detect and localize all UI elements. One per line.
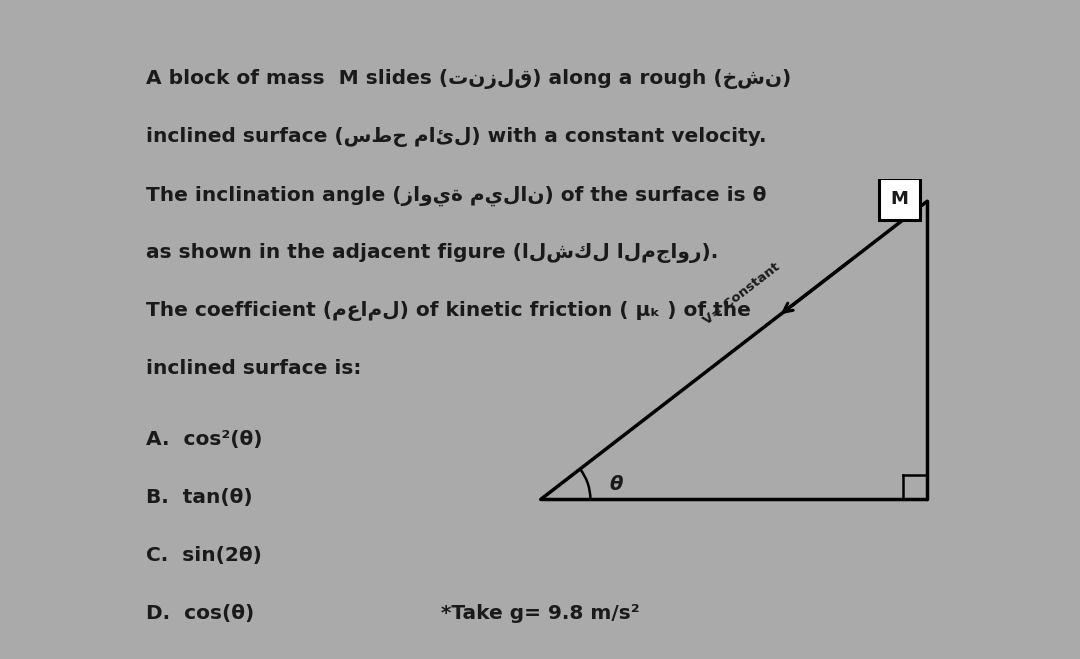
Text: inclined surface (سطح مائل) with a constant velocity.: inclined surface (سطح مائل) with a const…	[146, 127, 767, 147]
Text: The inclination angle (زاوية ميلان) of the surface is θ: The inclination angle (زاوية ميلان) of t…	[146, 185, 766, 206]
Text: inclined surface is:: inclined surface is:	[146, 359, 361, 378]
Text: V= Constant: V= Constant	[701, 260, 783, 328]
Text: D.  cos(θ): D. cos(θ)	[146, 604, 254, 623]
Text: as shown in the adjacent figure (الشكل المجاور).: as shown in the adjacent figure (الشكل ا…	[146, 243, 718, 263]
Text: *Take g= 9.8 m/s²: *Take g= 9.8 m/s²	[441, 604, 639, 623]
Text: A.  cos²(θ): A. cos²(θ)	[146, 430, 262, 449]
FancyBboxPatch shape	[878, 178, 920, 220]
Text: A block of mass  M slides (تنزلق) along a rough (خشن): A block of mass M slides (تنزلق) along a…	[146, 69, 791, 89]
Text: θ: θ	[609, 475, 622, 494]
Text: C.  sin(2θ): C. sin(2θ)	[146, 546, 261, 565]
Text: M: M	[891, 190, 908, 208]
Text: B.  tan(θ): B. tan(θ)	[146, 488, 253, 507]
Text: The coefficient (معامل) of kinetic friction ( μₖ ) of the: The coefficient (معامل) of kinetic frict…	[146, 301, 751, 321]
